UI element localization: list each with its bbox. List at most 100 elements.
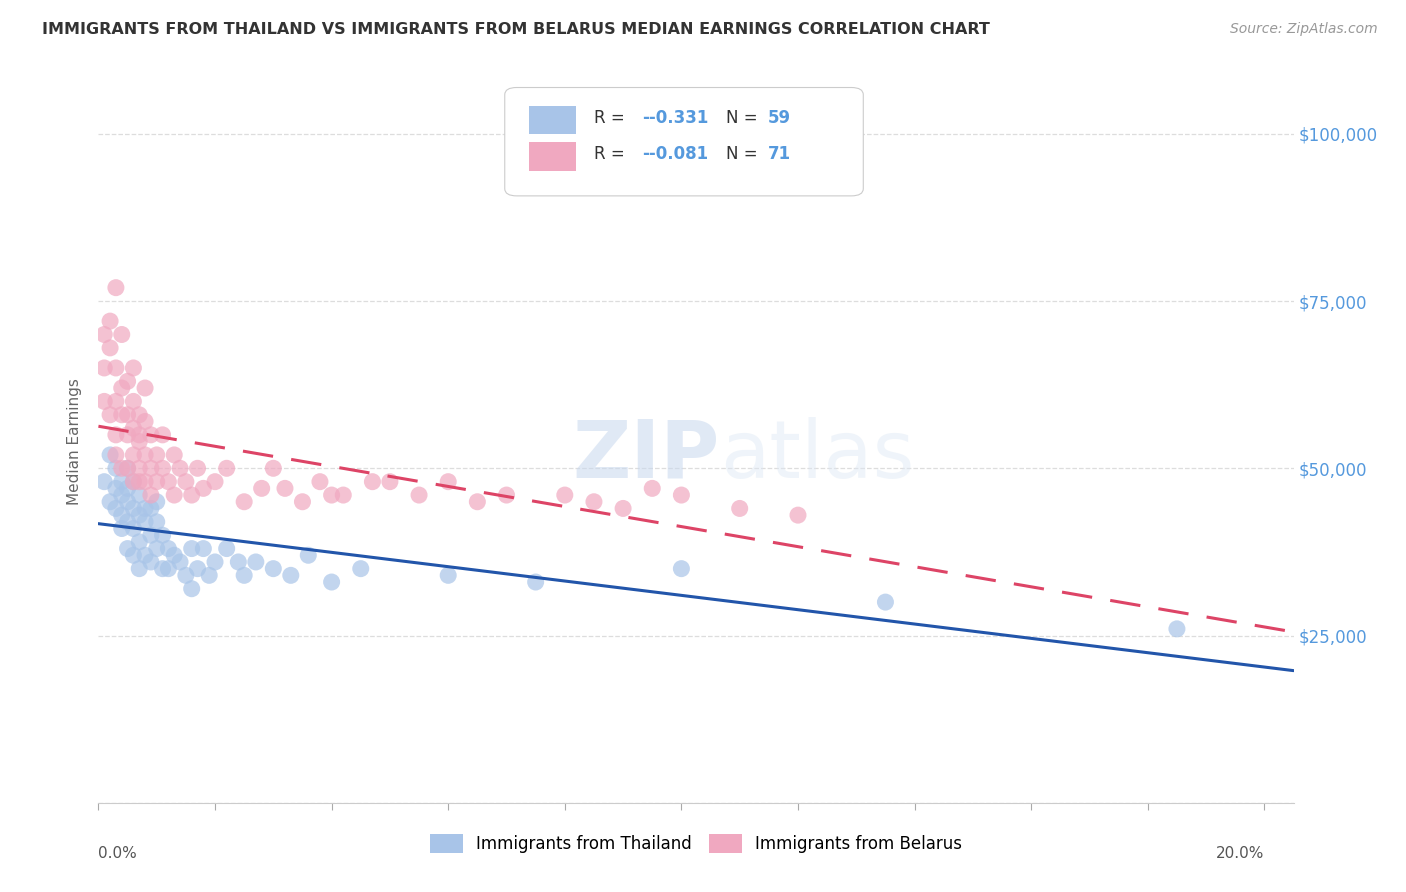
Point [262, 562, 284, 576]
Point [152, 562, 174, 576]
Point [321, 575, 343, 590]
Bar [529, 142, 576, 170]
Point [163, 448, 186, 462]
Point [437, 475, 460, 489]
Text: 71: 71 [768, 145, 790, 163]
Point [117, 408, 139, 422]
Point [128, 508, 150, 523]
Point [152, 528, 174, 542]
Point [180, 488, 202, 502]
Point [128, 475, 150, 489]
Point [117, 494, 139, 508]
Point [875, 595, 897, 609]
Point [98, 314, 121, 328]
Text: 0.0%: 0.0% [98, 847, 138, 862]
Text: 20.0%: 20.0% [1216, 847, 1264, 862]
Point [297, 548, 319, 563]
Point [139, 427, 162, 442]
Point [641, 482, 664, 496]
Point [228, 555, 250, 569]
Point [145, 541, 167, 556]
Point [291, 494, 314, 508]
Point [233, 494, 256, 508]
Point [122, 394, 145, 409]
Point [117, 541, 139, 556]
Bar [529, 105, 576, 135]
Point [139, 501, 162, 516]
Point [117, 461, 139, 475]
Point [408, 488, 430, 502]
Point [309, 475, 332, 489]
Point [174, 568, 197, 582]
Point [117, 515, 139, 529]
Point [233, 568, 256, 582]
Point [111, 461, 134, 475]
Point [1166, 622, 1188, 636]
Text: Source: ZipAtlas.com: Source: ZipAtlas.com [1230, 22, 1378, 37]
Point [128, 434, 150, 449]
Point [332, 488, 354, 502]
Point [104, 361, 127, 376]
Point [157, 541, 180, 556]
Point [169, 555, 191, 569]
Point [93, 327, 115, 342]
Point [245, 555, 267, 569]
Point [193, 482, 215, 496]
Point [180, 582, 202, 596]
Point [93, 394, 115, 409]
Point [111, 508, 134, 523]
Point [122, 475, 145, 489]
Point [111, 488, 134, 502]
Point [128, 562, 150, 576]
Point [139, 555, 162, 569]
Point [671, 562, 693, 576]
Point [104, 281, 127, 295]
Y-axis label: Median Earnings: Median Earnings [67, 378, 83, 505]
Text: R =: R = [595, 145, 630, 163]
Point [111, 475, 134, 489]
Point [204, 475, 226, 489]
Point [139, 488, 162, 502]
Point [280, 568, 302, 582]
Point [554, 488, 576, 502]
Point [163, 548, 186, 563]
Point [104, 394, 127, 409]
Point [117, 461, 139, 475]
Point [128, 488, 150, 502]
Point [152, 461, 174, 475]
Text: atlas: atlas [720, 417, 914, 495]
Point [186, 562, 208, 576]
Point [145, 448, 167, 462]
Point [157, 475, 180, 489]
Point [98, 494, 121, 508]
Point [104, 482, 127, 496]
Point [787, 508, 810, 523]
Point [104, 461, 127, 475]
Point [98, 408, 121, 422]
Point [98, 341, 121, 355]
Point [180, 541, 202, 556]
Text: --0.331: --0.331 [643, 109, 709, 127]
Point [117, 482, 139, 496]
Point [198, 568, 221, 582]
Point [134, 515, 156, 529]
Point [111, 381, 134, 395]
Point [128, 534, 150, 549]
Point [152, 427, 174, 442]
Point [262, 461, 284, 475]
Point [128, 461, 150, 475]
Point [174, 475, 197, 489]
Point [361, 475, 384, 489]
Point [350, 562, 373, 576]
Point [495, 488, 517, 502]
Point [117, 375, 139, 389]
Point [467, 494, 489, 508]
Point [728, 501, 751, 516]
Point [139, 461, 162, 475]
Point [250, 482, 273, 496]
Point [274, 482, 297, 496]
Point [122, 361, 145, 376]
FancyBboxPatch shape [505, 87, 863, 196]
Point [117, 427, 139, 442]
Point [215, 461, 238, 475]
